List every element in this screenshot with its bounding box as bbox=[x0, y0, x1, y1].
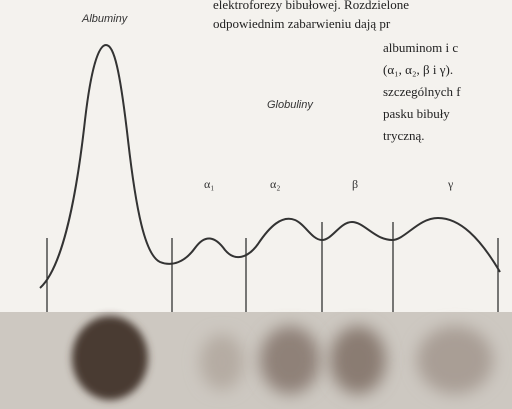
text-line: szczególnych f bbox=[383, 84, 461, 99]
text-line: (α₁, α₂, β i γ). bbox=[383, 62, 453, 77]
albumin-label: Albuminy bbox=[81, 13, 129, 25]
text-line: elektroforezy bibułowej. Rozdzielone bbox=[213, 0, 409, 12]
alpha2-spot bbox=[260, 326, 320, 394]
globulin-label: Globuliny bbox=[267, 99, 314, 111]
alpha1-spot bbox=[200, 334, 244, 390]
albumin-spot bbox=[72, 316, 148, 400]
fraction-label: α₁ bbox=[204, 177, 214, 191]
text-line: pasku bibuły bbox=[383, 106, 450, 121]
figure: elektroforezy bibułowej. Rozdzielone odp… bbox=[0, 0, 512, 409]
fraction-label: β bbox=[352, 177, 358, 191]
fraction-label: γ bbox=[447, 177, 454, 191]
paper-strip bbox=[0, 312, 512, 409]
fraction-label: α₂ bbox=[270, 177, 280, 191]
text-line: tryczną. bbox=[383, 128, 425, 143]
text-line: odpowiednim zabarwieniu dają pr bbox=[213, 16, 391, 31]
gamma-spot bbox=[417, 326, 493, 394]
text-line: albuminom i c bbox=[383, 40, 458, 55]
beta-spot bbox=[330, 326, 386, 394]
